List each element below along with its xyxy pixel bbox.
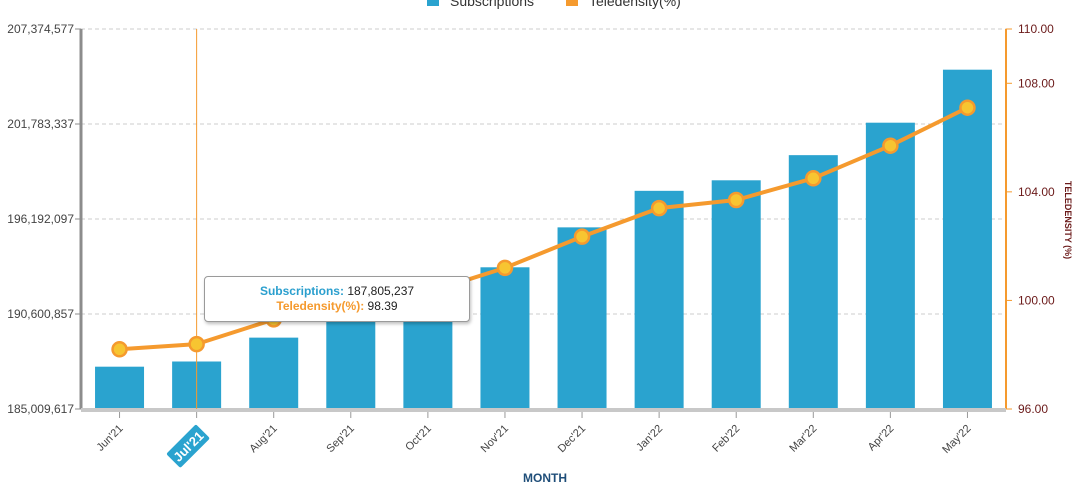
x-tick-label: Dec'21 bbox=[556, 423, 588, 455]
data-tooltip: Subscriptions: 187,805,237 Teledensity(%… bbox=[204, 276, 470, 322]
legend-swatch-subscriptions bbox=[427, 0, 439, 6]
x-tick-label: Jun'21 bbox=[94, 423, 125, 454]
legend: Subscriptions Teledensity(%) bbox=[427, 0, 681, 9]
x-tick-label: Nov'21 bbox=[479, 423, 511, 455]
bar-subscriptions[interactable] bbox=[557, 227, 607, 409]
bar-subscriptions[interactable] bbox=[788, 155, 838, 409]
teledensity-point[interactable] bbox=[496, 259, 514, 277]
x-axis-ticks: Jun'21 Jul'21 Aug'21 Sep'21 Oct'21 Nov'21 Dec'… bbox=[94, 412, 974, 468]
bar-subscriptions[interactable] bbox=[480, 267, 530, 409]
teledensity-point[interactable] bbox=[805, 170, 822, 187]
tooltip-teledensity-label: Teledensity(%): bbox=[276, 299, 365, 313]
x-axis-title: MONTH bbox=[523, 471, 567, 485]
y-left-tick-label: 201,783,337 bbox=[7, 117, 74, 131]
bar-subscriptions[interactable] bbox=[942, 69, 992, 409]
legend-label-teledensity: Teledensity(%) bbox=[589, 0, 681, 9]
y-left-tick-label: 207,374,577 bbox=[7, 22, 74, 36]
teledensity-point[interactable] bbox=[882, 137, 899, 154]
x-tick-label: Mar'22 bbox=[787, 423, 819, 455]
y-left-tick-label: 190,600,857 bbox=[7, 307, 74, 321]
teledensity-point[interactable] bbox=[650, 199, 668, 217]
subscriptions-bars bbox=[95, 69, 992, 410]
teledensity-point[interactable] bbox=[111, 341, 128, 358]
y-right-tick-label: 104.00 bbox=[1018, 185, 1055, 199]
bar-subscriptions[interactable] bbox=[711, 180, 761, 409]
bar-subscriptions[interactable] bbox=[326, 317, 376, 409]
teledensity-point[interactable] bbox=[727, 191, 745, 209]
bar-subscriptions[interactable] bbox=[95, 366, 145, 409]
x-tick-highlight: Jul'21 bbox=[166, 425, 210, 468]
teledensity-point[interactable] bbox=[188, 335, 205, 353]
axes: 185,009,617 190,600,857 196,192,097 201,783… bbox=[7, 22, 1055, 416]
bar-subscriptions[interactable] bbox=[403, 317, 453, 409]
bar-subscriptions[interactable] bbox=[634, 190, 684, 409]
tooltip-subscriptions-label: Subscriptions: bbox=[259, 284, 344, 298]
teledensity-point[interactable] bbox=[959, 99, 976, 116]
tooltip-teledensity-value: 98.39 bbox=[367, 299, 398, 313]
y-right-tick-label: 96.00 bbox=[1018, 402, 1048, 416]
x-tick-label: Aug'21 bbox=[247, 423, 279, 455]
x-tick-label: Apr'22 bbox=[866, 423, 897, 454]
tooltip-subscriptions-value: 187,805,237 bbox=[347, 284, 415, 298]
x-tick-label: Sep'21 bbox=[324, 423, 356, 455]
y2-axis-title: TELEDENSITY (%) bbox=[1063, 181, 1073, 259]
y-left-tick-label: 196,192,097 bbox=[7, 212, 74, 226]
bar-subscriptions[interactable] bbox=[249, 337, 299, 409]
y-right-tick-label: 108.00 bbox=[1018, 76, 1055, 90]
x-tick-highlight-box bbox=[166, 425, 210, 468]
y-right-tick-label: 100.00 bbox=[1018, 293, 1055, 307]
x-tick-label: Oct'21 bbox=[403, 423, 434, 454]
legend-label-subscriptions: Subscriptions bbox=[450, 0, 534, 9]
x-tick-label: May'22 bbox=[940, 423, 973, 456]
tooltip-subscriptions-row: Subscriptions: 187,805,237 bbox=[205, 284, 469, 299]
y-right-tick-label: 110.00 bbox=[1018, 22, 1054, 36]
y-left-tick-label: 185,009,617 bbox=[7, 402, 74, 416]
x-tick-label: Jan'22 bbox=[634, 423, 665, 454]
tooltip-teledensity-row: Teledensity(%): 98.39 bbox=[205, 299, 469, 314]
legend-swatch-teledensity bbox=[566, 0, 578, 6]
bar-subscriptions[interactable] bbox=[865, 122, 915, 410]
teledensity-point[interactable] bbox=[573, 228, 591, 245]
gridlines bbox=[81, 28, 1006, 315]
x-tick-label: Feb'22 bbox=[710, 423, 742, 455]
teledensity-polyline bbox=[119, 105, 969, 352]
